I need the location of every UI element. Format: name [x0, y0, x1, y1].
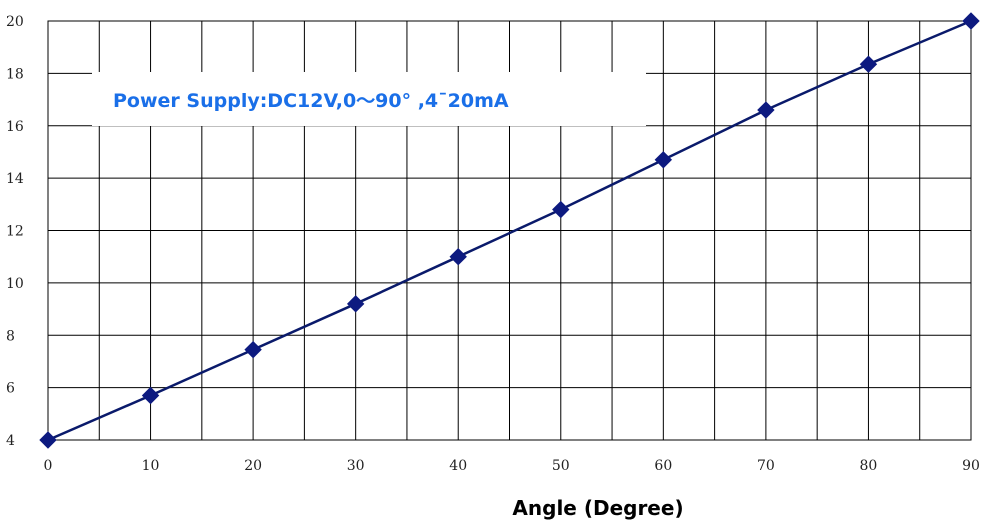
- data-point-marker: [141, 386, 160, 405]
- y-tick-label: 6: [6, 381, 15, 397]
- y-tick-label: 12: [6, 224, 24, 240]
- data-point-marker: [39, 431, 57, 449]
- y-tick-label: 16: [6, 119, 24, 135]
- x-tick-label: 30: [347, 458, 365, 474]
- series-line: [47, 19, 972, 442]
- data-point-marker: [449, 247, 467, 266]
- chart-annotation: Power Supply:DC12V,0～90° ,4¯20mA: [113, 90, 509, 112]
- x-tick-label: 50: [552, 458, 570, 474]
- data-point-marker: [654, 151, 673, 169]
- x-tick-label: 10: [142, 458, 160, 474]
- x-axis-label: Angle (Degree): [512, 496, 683, 520]
- x-tick-label: 40: [449, 458, 467, 474]
- x-tick-label: 0: [44, 458, 53, 474]
- x-tick-label: 70: [757, 458, 775, 474]
- y-tick-label: 18: [6, 66, 24, 82]
- annotation-background: [92, 72, 646, 126]
- data-point-marker: [962, 12, 980, 30]
- data-series: [39, 12, 980, 449]
- data-point-marker: [346, 295, 365, 313]
- data-point-marker: [859, 55, 878, 73]
- data-point-marker: [244, 340, 262, 359]
- y-tick-label: 4: [6, 433, 15, 449]
- y-tick-label: 20: [6, 14, 24, 30]
- x-axis: 0 10 20 30 40 50 60 70 80 90: [44, 458, 980, 474]
- x-tick-label: 20: [244, 458, 262, 474]
- data-point-marker: [757, 101, 775, 119]
- plot-frame: [47, 20, 972, 441]
- data-point-marker: [552, 200, 570, 219]
- y-tick-label: 14: [6, 171, 24, 187]
- y-axis: 4 6 8 10 12 14 16 18 20: [6, 14, 24, 449]
- x-tick-label: 80: [860, 458, 878, 474]
- y-tick-label: 10: [6, 276, 24, 292]
- x-tick-label: 90: [962, 458, 980, 474]
- y-tick-label: 8: [6, 328, 15, 344]
- x-tick-label: 60: [654, 458, 672, 474]
